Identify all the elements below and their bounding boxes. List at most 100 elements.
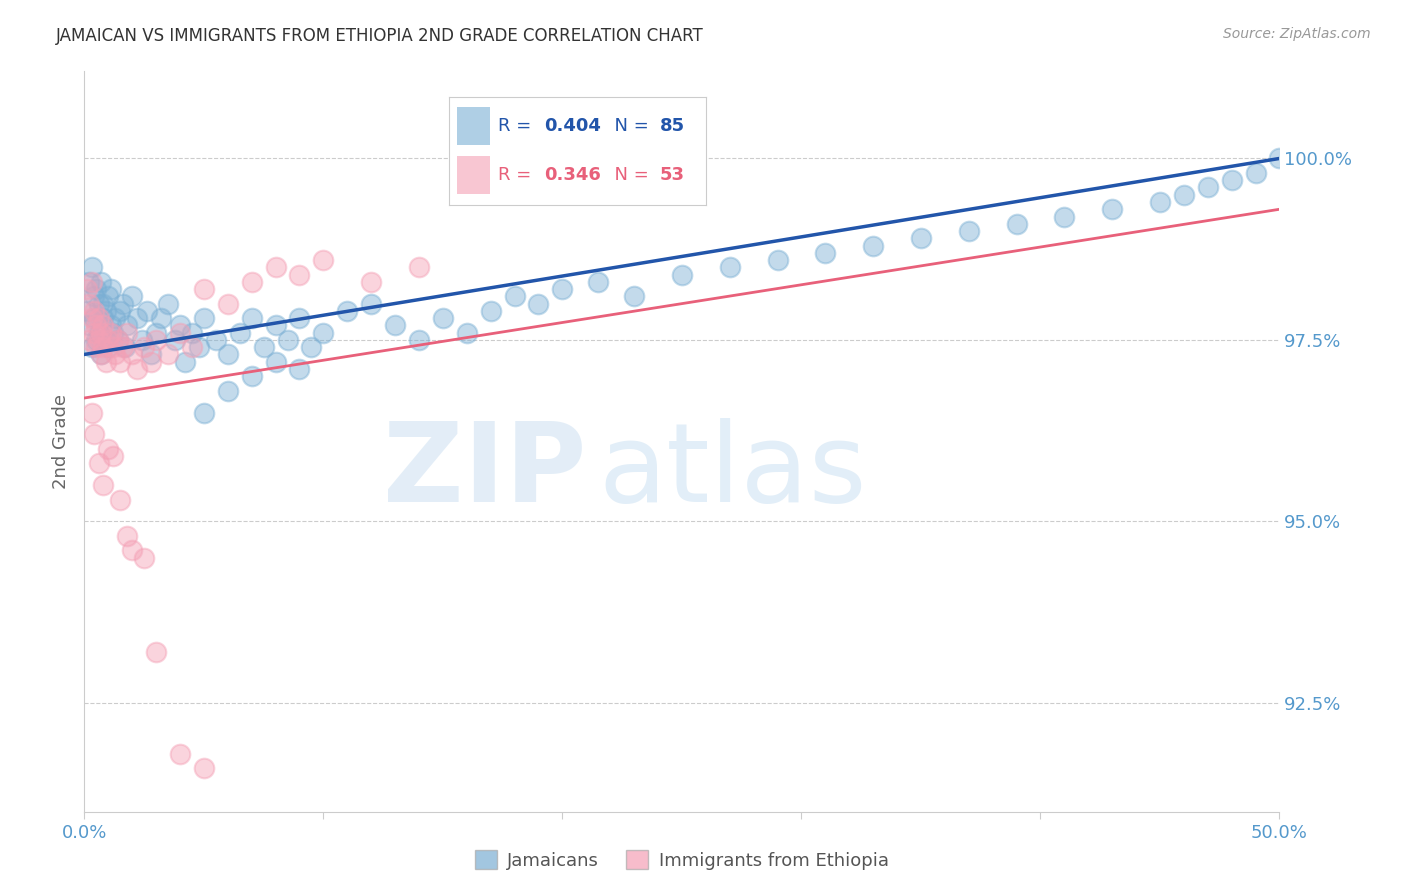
Point <box>87 296 110 310</box>
Point <box>107 333 129 347</box>
Point <box>312 253 335 268</box>
Point <box>145 645 167 659</box>
Point <box>110 304 132 318</box>
Point <box>181 340 204 354</box>
Point <box>135 304 157 318</box>
Point <box>384 318 406 333</box>
Point <box>87 333 110 347</box>
Point <box>157 296 180 310</box>
Point <box>100 326 122 340</box>
Point <box>360 275 382 289</box>
Point <box>77 296 100 310</box>
Point <box>83 427 105 442</box>
Point <box>77 275 100 289</box>
Point <box>671 268 693 282</box>
Point <box>131 333 153 347</box>
Point <box>101 326 124 340</box>
Point <box>551 282 574 296</box>
Point <box>97 340 120 354</box>
Point <box>188 340 211 354</box>
Point <box>623 289 645 303</box>
Point <box>86 333 108 347</box>
Point <box>229 326 252 340</box>
Point <box>104 347 127 361</box>
Point <box>301 340 323 354</box>
Point <box>217 384 239 398</box>
Point <box>814 245 837 260</box>
Point <box>111 296 134 310</box>
Text: ZIP: ZIP <box>382 417 586 524</box>
Point <box>1005 217 1028 231</box>
Point <box>90 275 112 289</box>
Point <box>83 289 105 303</box>
Point <box>240 275 263 289</box>
Point <box>862 238 884 252</box>
Point <box>77 333 100 347</box>
Point <box>217 347 239 361</box>
Point <box>117 318 139 333</box>
Point <box>90 326 112 340</box>
Point <box>264 318 287 333</box>
Point <box>94 333 117 347</box>
Point <box>217 296 239 310</box>
Point <box>527 296 550 310</box>
Point <box>240 369 263 384</box>
Text: Source: ZipAtlas.com: Source: ZipAtlas.com <box>1223 27 1371 41</box>
Point <box>93 340 115 354</box>
Point <box>87 456 110 470</box>
Point <box>145 326 167 340</box>
Point <box>264 260 287 275</box>
Point <box>157 347 180 361</box>
Point <box>173 354 195 368</box>
Legend: Jamaicans, Immigrants from Ethiopia: Jamaicans, Immigrants from Ethiopia <box>468 843 896 877</box>
Point <box>110 354 132 368</box>
Point <box>94 304 117 318</box>
Point <box>766 253 789 268</box>
Point <box>165 333 187 347</box>
Point <box>90 347 112 361</box>
Point <box>93 311 115 326</box>
Y-axis label: 2nd Grade: 2nd Grade <box>52 394 70 489</box>
Point <box>121 289 143 303</box>
Point <box>80 311 103 326</box>
Text: atlas: atlas <box>599 417 866 524</box>
Point <box>503 289 526 303</box>
Point <box>121 543 143 558</box>
Point <box>205 333 228 347</box>
Point <box>90 347 112 361</box>
Point <box>80 260 103 275</box>
Point <box>456 326 478 340</box>
Point <box>86 340 108 354</box>
Point <box>117 529 139 543</box>
Point <box>408 333 430 347</box>
Point <box>910 231 932 245</box>
Point <box>336 304 359 318</box>
Point <box>100 318 122 333</box>
Point <box>181 326 204 340</box>
Point <box>83 304 105 318</box>
Point <box>1101 202 1123 217</box>
Point <box>1149 194 1171 209</box>
Text: JAMAICAN VS IMMIGRANTS FROM ETHIOPIA 2ND GRADE CORRELATION CHART: JAMAICAN VS IMMIGRANTS FROM ETHIOPIA 2ND… <box>56 27 704 45</box>
Point <box>1220 173 1243 187</box>
Point <box>288 268 311 282</box>
Point <box>141 347 163 361</box>
Point <box>97 289 120 303</box>
Point <box>100 282 122 296</box>
Point <box>80 340 103 354</box>
Point <box>125 362 148 376</box>
Point <box>408 260 430 275</box>
Point <box>94 354 117 368</box>
Point <box>132 340 156 354</box>
Point <box>114 340 136 354</box>
Point <box>80 405 103 419</box>
Point <box>83 326 105 340</box>
Point <box>193 311 215 326</box>
Point <box>360 296 382 310</box>
Point <box>288 311 311 326</box>
Point <box>125 311 148 326</box>
Point <box>101 449 124 463</box>
Point <box>93 478 115 492</box>
Point <box>107 333 129 347</box>
Point <box>87 326 110 340</box>
